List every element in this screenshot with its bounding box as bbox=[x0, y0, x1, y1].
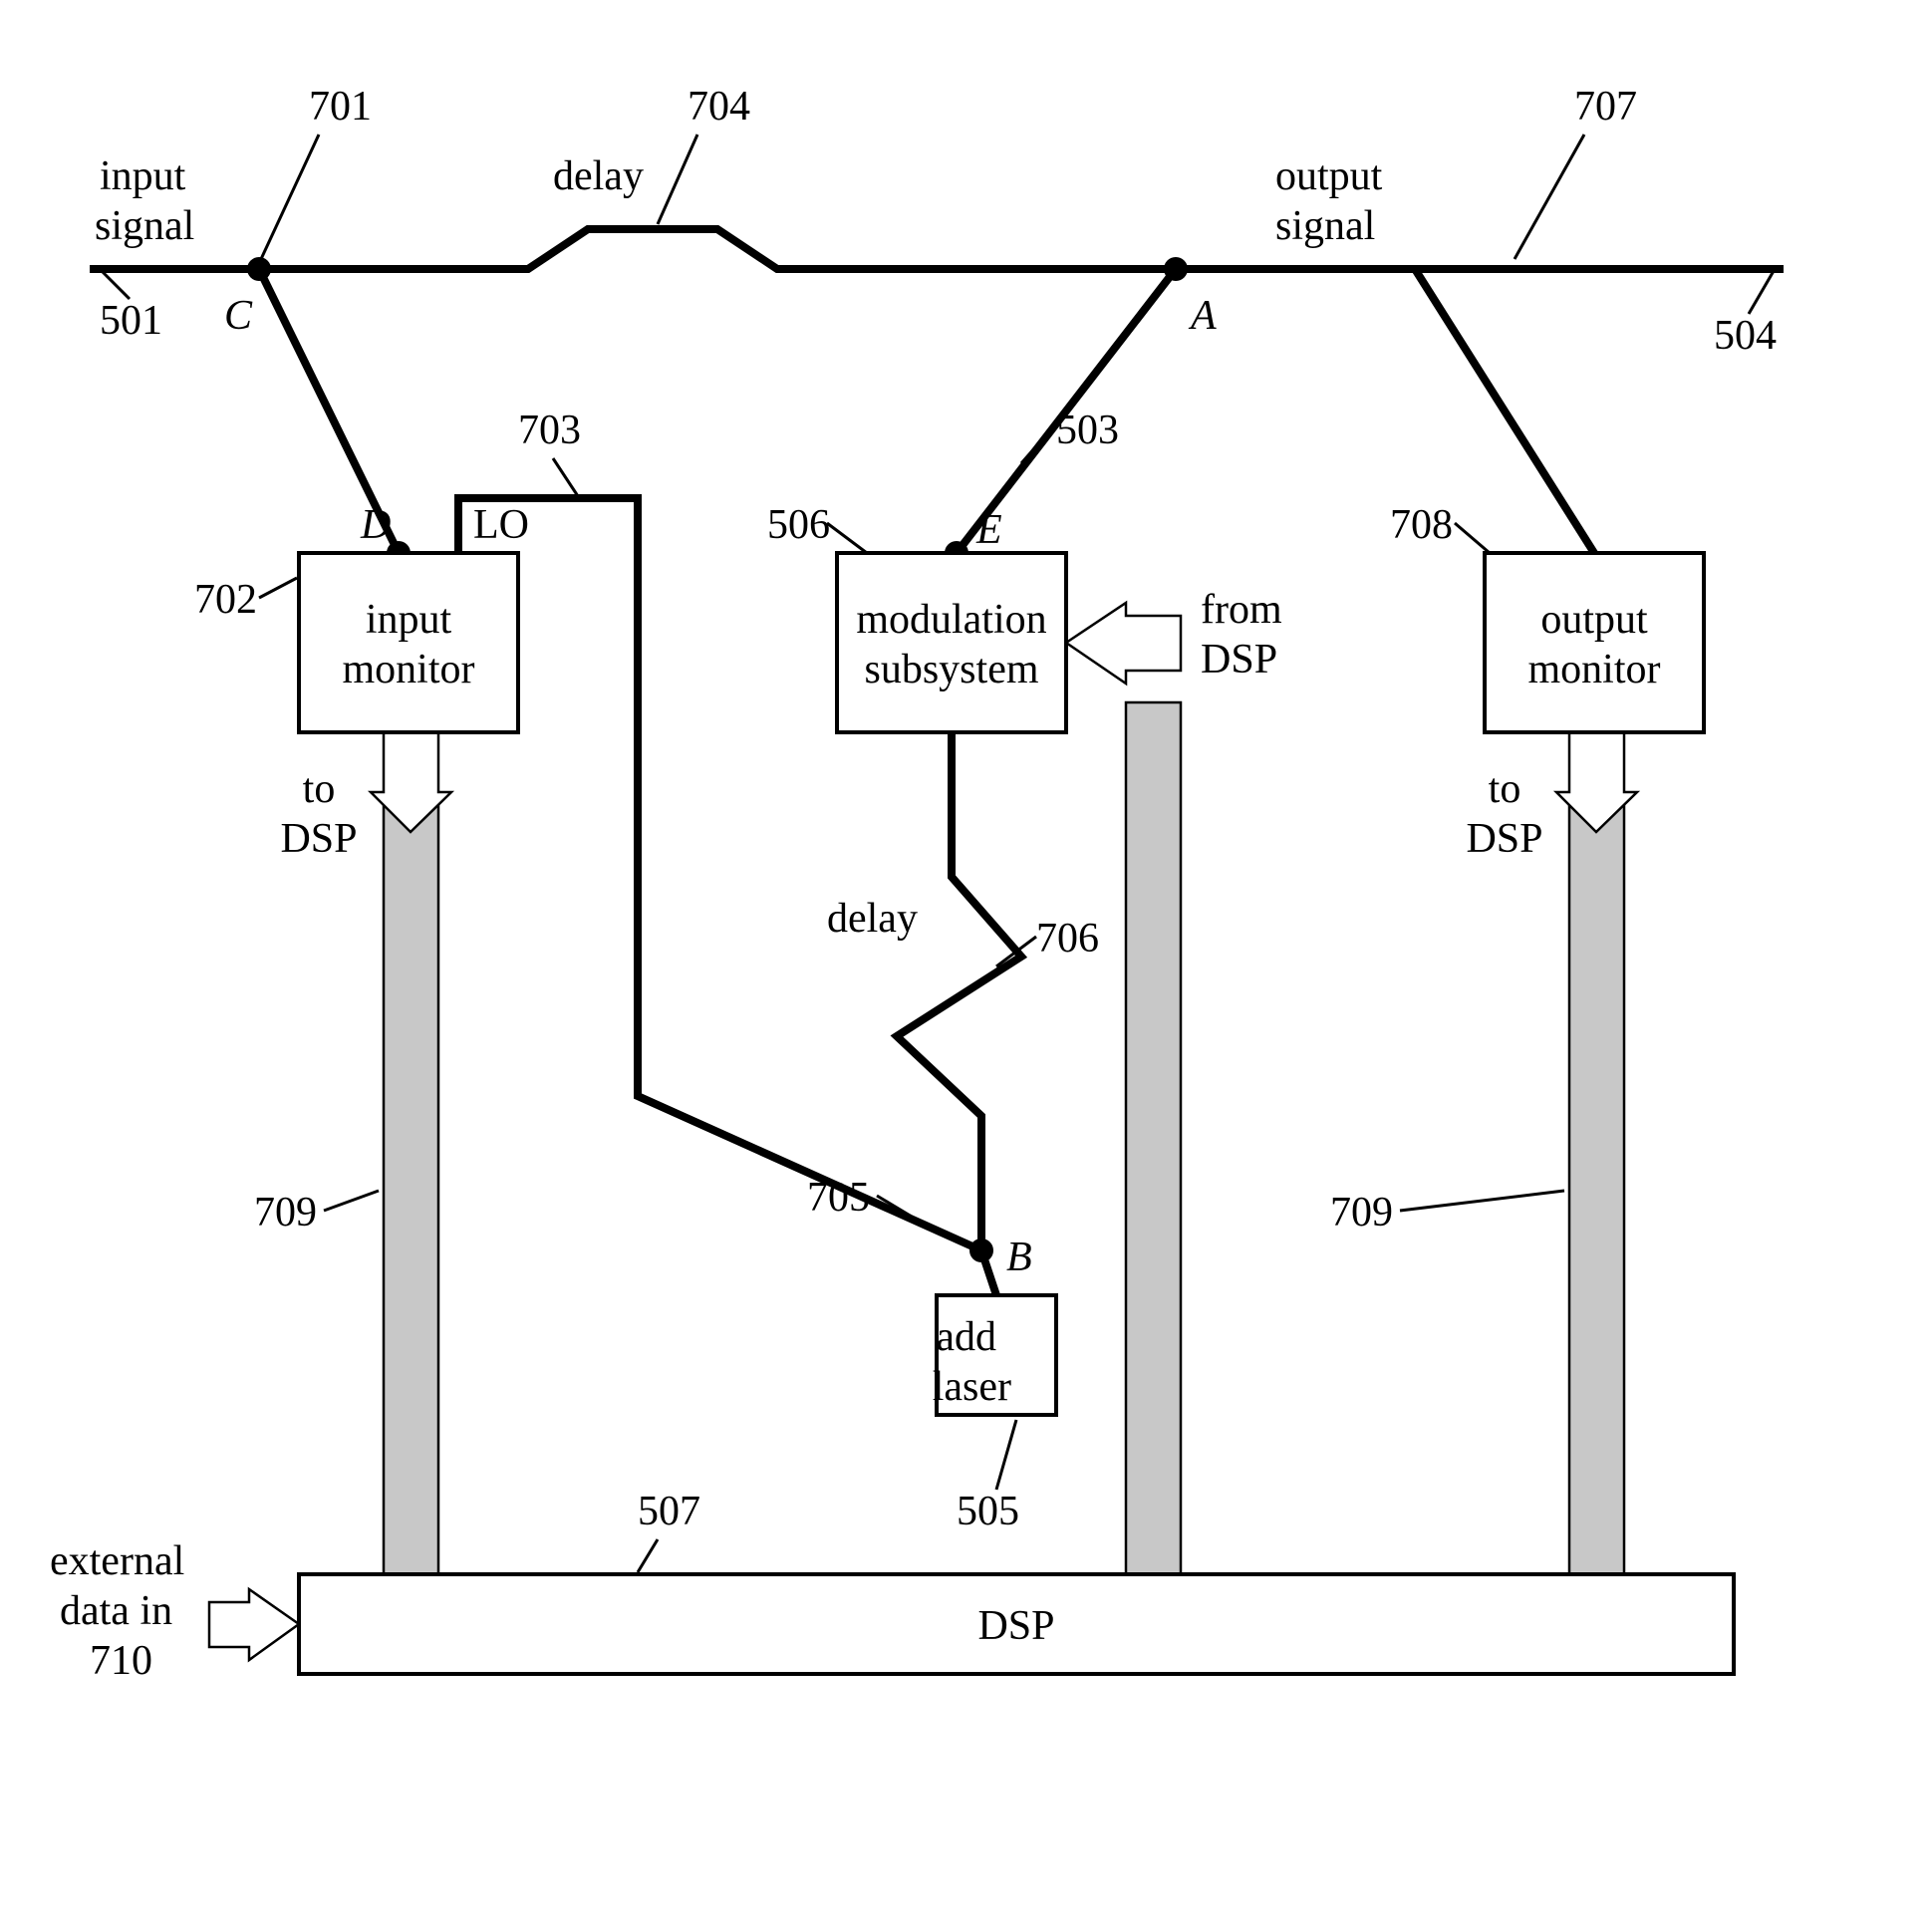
node-c-label: C bbox=[224, 293, 253, 339]
ref-505: 505 bbox=[957, 1489, 1019, 1534]
to-dsp-right-l2: DSP bbox=[1466, 816, 1542, 862]
bus-right bbox=[1556, 732, 1637, 1574]
node-b-label: B bbox=[1006, 1235, 1032, 1280]
ref-703: 703 bbox=[518, 408, 581, 453]
ref-709-right: 709 bbox=[1330, 1190, 1393, 1236]
from-dsp-l2: DSP bbox=[1201, 637, 1277, 683]
dsp-block: DSP bbox=[299, 1574, 1734, 1674]
node-d-label: D bbox=[360, 502, 391, 548]
lo-label: LO bbox=[473, 502, 529, 548]
node-c-dot bbox=[247, 257, 271, 281]
ref-707: 707 bbox=[1574, 84, 1637, 130]
bus-left bbox=[371, 732, 451, 1574]
ref-709-left: 709 bbox=[254, 1190, 317, 1236]
output-monitor-block: output monitor bbox=[1485, 553, 1704, 732]
ext-data-l2: data in bbox=[60, 1588, 172, 1634]
ref-704: 704 bbox=[688, 84, 750, 130]
ref-507: 507 bbox=[638, 1489, 700, 1534]
input-monitor-line2: monitor bbox=[343, 647, 475, 692]
dsp-label: DSP bbox=[977, 1603, 1054, 1649]
external-data-arrow bbox=[209, 1589, 299, 1660]
output-signal-l1: output bbox=[1275, 153, 1383, 199]
ref-702: 702 bbox=[194, 577, 257, 623]
ref-506: 506 bbox=[767, 502, 830, 548]
ref-701: 701 bbox=[309, 84, 372, 130]
ext-data-l1: external bbox=[50, 1538, 184, 1584]
input-signal-l2: signal bbox=[95, 203, 194, 249]
mod-sub-line2: subsystem bbox=[864, 647, 1038, 692]
ref-501: 501 bbox=[100, 298, 162, 344]
add-laser-l1: add bbox=[936, 1314, 996, 1360]
add-laser-l2: laser bbox=[933, 1364, 1011, 1410]
ref-708: 708 bbox=[1390, 502, 1453, 548]
output-signal-l2: signal bbox=[1275, 203, 1375, 249]
input-monitor-block: input monitor bbox=[299, 553, 518, 732]
output-monitor-line1: output bbox=[1540, 597, 1648, 643]
mod-to-b-delay bbox=[897, 732, 1021, 1295]
to-dsp-right-l1: to bbox=[1489, 766, 1521, 812]
to-dsp-left-l1: to bbox=[303, 766, 336, 812]
delay-mid-label: delay bbox=[827, 896, 918, 942]
mod-sub-line1: modulation bbox=[856, 597, 1046, 643]
output-monitor-line2: monitor bbox=[1528, 647, 1661, 692]
ref-706: 706 bbox=[1036, 916, 1099, 962]
delay-top-label: delay bbox=[553, 153, 644, 199]
ref-705: 705 bbox=[807, 1175, 870, 1221]
ref-710: 710 bbox=[90, 1638, 152, 1684]
node-b-dot bbox=[969, 1239, 993, 1262]
to-dsp-left-l2: DSP bbox=[280, 816, 357, 862]
node-a-label: A bbox=[1188, 293, 1217, 339]
input-monitor-line1: input bbox=[366, 597, 452, 643]
from-dsp-l1: from bbox=[1201, 587, 1282, 633]
block-diagram: input monitor modulation subsystem outpu… bbox=[0, 0, 1932, 1927]
node-e-label: E bbox=[975, 507, 1002, 553]
input-signal-l1: input bbox=[100, 153, 186, 199]
ref-504: 504 bbox=[1714, 313, 1777, 359]
node-a-dot bbox=[1164, 257, 1188, 281]
ref-503: 503 bbox=[1056, 408, 1119, 453]
modulation-subsystem-block: modulation subsystem bbox=[837, 553, 1066, 732]
bus-from-dsp bbox=[1066, 603, 1181, 1574]
